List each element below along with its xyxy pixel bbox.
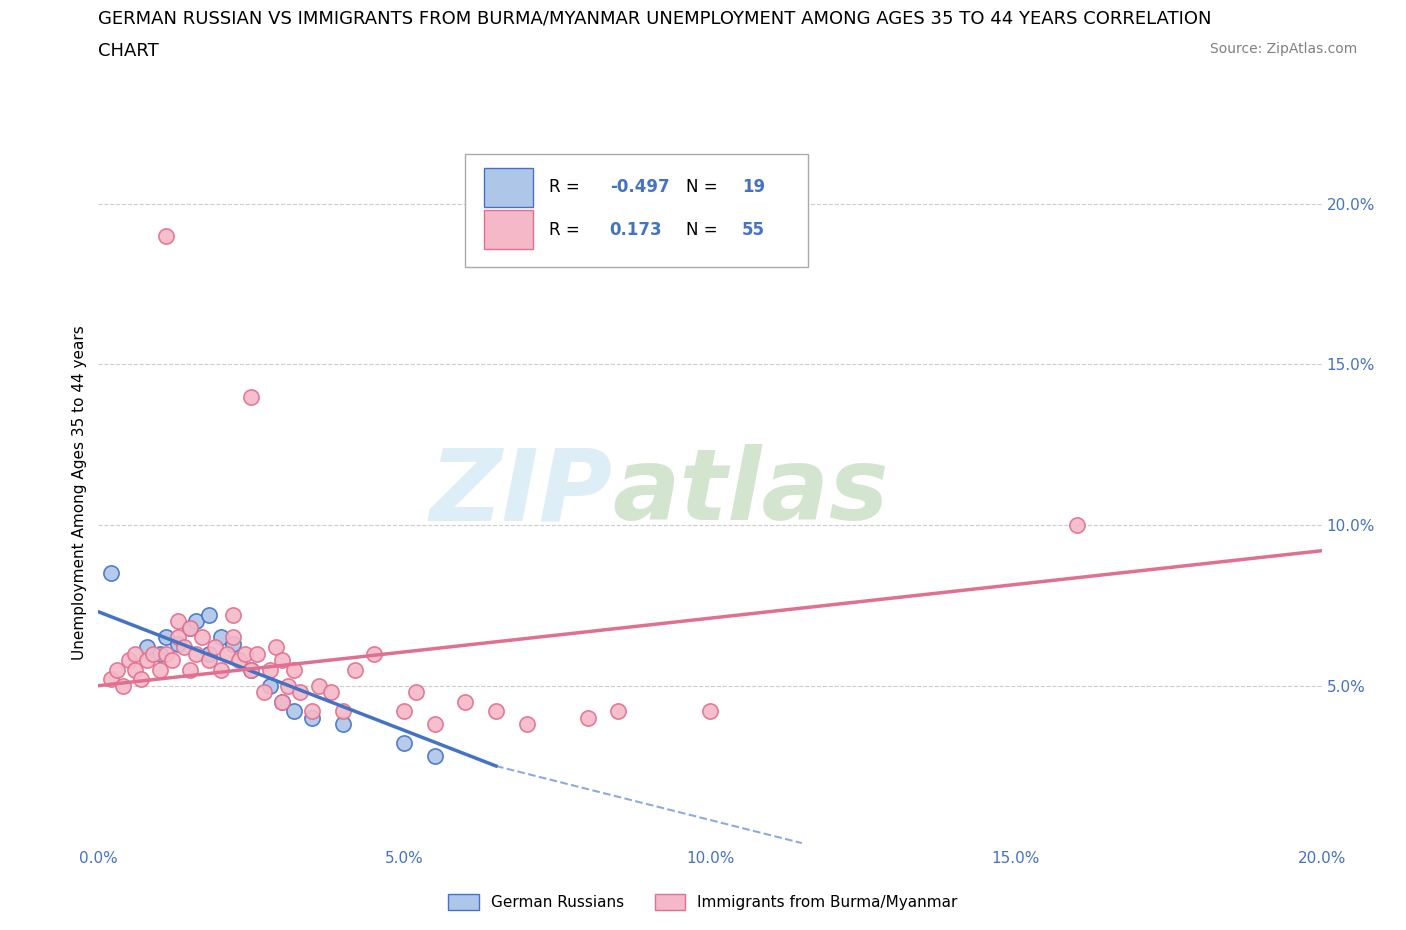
Point — [167, 630, 190, 644]
Text: -0.497: -0.497 — [610, 179, 669, 196]
Point — [136, 640, 159, 655]
Point — [118, 653, 141, 668]
Point — [136, 653, 159, 668]
Point — [197, 653, 219, 668]
Text: N =: N = — [686, 220, 723, 239]
Point — [191, 630, 214, 644]
Point — [149, 646, 172, 661]
Point — [332, 717, 354, 732]
Point — [167, 636, 190, 651]
Point — [319, 684, 342, 699]
Point — [129, 671, 152, 686]
Point — [100, 671, 122, 686]
Point — [100, 565, 122, 580]
Point — [277, 678, 299, 693]
Text: R =: R = — [548, 220, 585, 239]
Point — [222, 630, 245, 644]
Point — [699, 704, 721, 719]
Point — [240, 662, 263, 677]
FancyBboxPatch shape — [484, 210, 533, 249]
Point — [270, 653, 292, 668]
Point — [283, 662, 305, 677]
Point — [179, 620, 201, 635]
Point — [186, 646, 208, 661]
Point — [233, 646, 256, 661]
Point — [259, 662, 281, 677]
Point — [264, 640, 287, 655]
Point — [270, 695, 292, 710]
Point — [290, 684, 312, 699]
Point — [516, 717, 538, 732]
Point — [246, 646, 269, 661]
FancyBboxPatch shape — [484, 167, 533, 206]
Point — [197, 607, 219, 622]
Text: N =: N = — [686, 179, 723, 196]
Point — [392, 736, 416, 751]
Point — [576, 711, 599, 725]
Point — [155, 229, 177, 244]
Point — [179, 620, 201, 635]
Point — [149, 662, 172, 677]
Text: CHART: CHART — [98, 42, 159, 60]
Point — [142, 646, 165, 661]
Point — [215, 646, 238, 661]
Point — [423, 717, 446, 732]
Point — [392, 704, 416, 719]
Point — [160, 653, 183, 668]
Point — [485, 704, 508, 719]
Point — [222, 607, 245, 622]
Point — [454, 695, 477, 710]
Point — [105, 662, 128, 677]
Point — [332, 704, 354, 719]
Point — [283, 704, 305, 719]
Point — [252, 684, 274, 699]
Point — [240, 389, 263, 404]
Point — [344, 662, 367, 677]
Point — [167, 614, 190, 629]
Text: ZIP: ZIP — [429, 445, 612, 541]
Point — [209, 630, 232, 644]
Point — [204, 640, 226, 655]
Text: GERMAN RUSSIAN VS IMMIGRANTS FROM BURMA/MYANMAR UNEMPLOYMENT AMONG AGES 35 TO 44: GERMAN RUSSIAN VS IMMIGRANTS FROM BURMA/… — [98, 9, 1212, 27]
Point — [308, 678, 330, 693]
Point — [155, 630, 177, 644]
Point — [423, 749, 446, 764]
Point — [222, 636, 245, 651]
Y-axis label: Unemployment Among Ages 35 to 44 years: Unemployment Among Ages 35 to 44 years — [72, 326, 87, 660]
Point — [124, 646, 146, 661]
Point — [179, 662, 201, 677]
Point — [1066, 518, 1088, 533]
Point — [607, 704, 630, 719]
Point — [270, 695, 292, 710]
Point — [301, 711, 323, 725]
Text: 0.173: 0.173 — [610, 220, 662, 239]
Text: R =: R = — [548, 179, 585, 196]
Point — [301, 704, 323, 719]
Point — [240, 662, 263, 677]
Point — [209, 662, 232, 677]
Point — [155, 646, 177, 661]
Legend: German Russians, Immigrants from Burma/Myanmar: German Russians, Immigrants from Burma/M… — [440, 886, 966, 918]
Point — [259, 678, 281, 693]
Point — [197, 646, 219, 661]
Text: Source: ZipAtlas.com: Source: ZipAtlas.com — [1209, 42, 1357, 56]
Text: 19: 19 — [742, 179, 765, 196]
Point — [405, 684, 427, 699]
Point — [186, 614, 208, 629]
Point — [124, 662, 146, 677]
FancyBboxPatch shape — [465, 153, 808, 267]
Text: atlas: atlas — [612, 445, 889, 541]
Point — [363, 646, 385, 661]
Point — [173, 640, 195, 655]
Point — [111, 678, 134, 693]
Text: 55: 55 — [742, 220, 765, 239]
Point — [228, 653, 250, 668]
